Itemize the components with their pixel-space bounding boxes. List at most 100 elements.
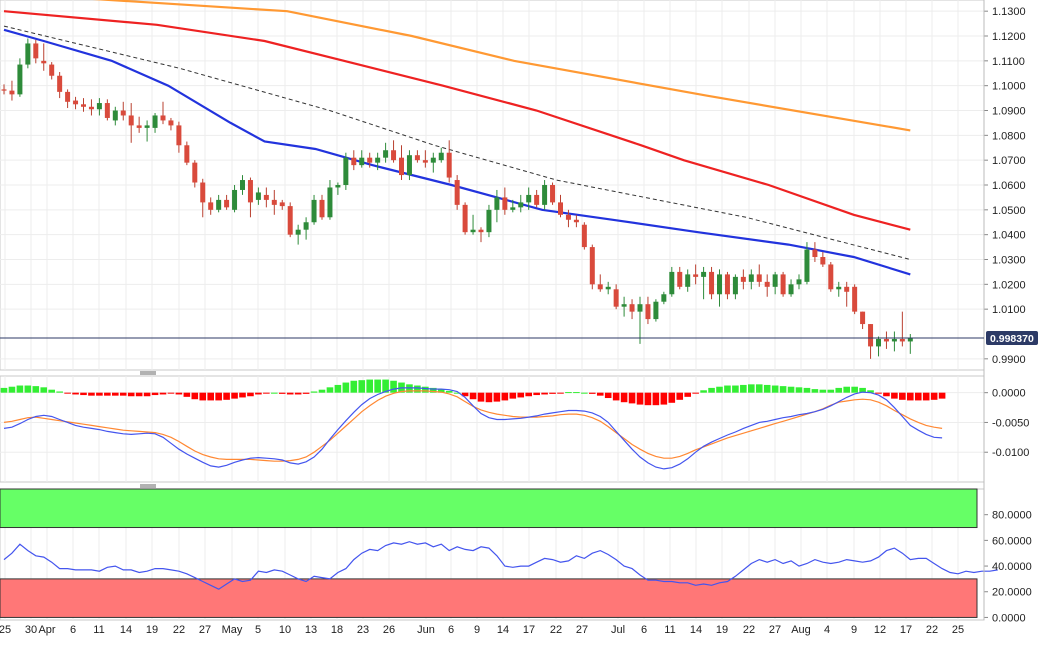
candle (383, 142, 389, 163)
macd-histogram-bar (247, 392, 254, 397)
candle (295, 224, 301, 245)
macd-histogram-bar (533, 392, 540, 396)
candle-body (693, 274, 699, 277)
candle-body (486, 209, 492, 233)
macd-histogram-bar (755, 384, 763, 393)
candle (581, 222, 587, 250)
candle-body (240, 180, 245, 190)
candle (279, 199, 285, 210)
candle-body (128, 115, 134, 126)
candle-body (462, 204, 468, 233)
macd-histogram-bar (740, 384, 747, 393)
macd-indicator (0, 379, 946, 470)
macd-histogram-bar (676, 392, 684, 400)
macd-histogram-bar (16, 385, 24, 393)
candle (550, 182, 556, 205)
macd-histogram-bar (811, 389, 819, 393)
candle (112, 106, 118, 126)
candle (120, 101, 126, 121)
macd-histogram-bar (24, 385, 32, 393)
macd-histogram-bar (207, 392, 214, 401)
y-tick-label: 1.0800 (992, 130, 1026, 142)
candle-body (732, 276, 738, 295)
candle (240, 175, 245, 195)
candle (327, 180, 333, 220)
candle-body (550, 185, 556, 203)
candle-body (534, 194, 540, 205)
candle-body (796, 279, 802, 285)
y-tick-label: 1.0200 (992, 279, 1026, 291)
macd-histogram-bar (96, 392, 103, 396)
macd-histogram-bar (469, 392, 477, 400)
candle-body (542, 185, 548, 205)
macd-histogram-bar (899, 392, 906, 400)
candle (160, 101, 166, 125)
macd-histogram-bar (914, 392, 922, 401)
candle (637, 296, 643, 344)
candle (208, 197, 214, 215)
candle-body (812, 249, 818, 258)
x-tick-label: 14 (690, 624, 702, 636)
x-tick-label: 22 (743, 624, 755, 636)
moving-average-line (3, 10, 911, 231)
candle (375, 152, 381, 171)
candle (422, 150, 428, 168)
candle-body (168, 120, 174, 126)
candle-body (216, 199, 222, 210)
candle-body (17, 64, 23, 95)
macd-histogram-bar (477, 392, 485, 402)
macd-histogram-bar (374, 379, 381, 393)
moving-average-line (92, 0, 911, 132)
candle (510, 199, 516, 213)
candle-body (65, 91, 71, 102)
candle (351, 150, 357, 171)
candle-body (208, 202, 214, 210)
y-tick-label: 0.0000 (992, 388, 1026, 400)
x-tick-label: 11 (664, 624, 675, 636)
candle (621, 296, 627, 317)
candle (661, 291, 667, 305)
x-tick-label: 6 (448, 624, 454, 636)
candle (406, 150, 412, 181)
candle-body (907, 337, 913, 342)
x-tick-label: Apr (38, 624, 55, 636)
y-tick-label: 0.0000 (992, 612, 1026, 624)
candle (128, 103, 134, 143)
x-tick-label: 9 (474, 624, 480, 636)
candle-body (446, 152, 452, 178)
y-tick-label: 1.1200 (992, 31, 1026, 43)
macd-histogram-bar (104, 392, 111, 396)
candle-body (828, 264, 834, 290)
candle-body (669, 271, 675, 295)
candle-body (764, 281, 770, 287)
candle-body (224, 199, 230, 208)
candle (9, 80, 15, 101)
x-tick-label: 26 (383, 624, 395, 636)
candle (271, 189, 277, 215)
x-tick-label: 27 (769, 624, 781, 636)
candle-body (621, 304, 627, 307)
macd-histogram-bar (922, 392, 930, 401)
macd-histogram-bar (366, 379, 373, 393)
macd-histogram-bar (787, 386, 795, 393)
y-tick-label: 1.1300 (992, 6, 1026, 18)
macd-histogram-bar (437, 389, 445, 393)
x-tick-label: 27 (199, 624, 211, 636)
candle (788, 279, 794, 297)
candle (709, 266, 715, 300)
macd-histogram-bar (771, 385, 779, 393)
x-tick-label: 27 (576, 624, 588, 636)
current-price-tag-bg (986, 331, 1038, 346)
x-tick-label: 25 (952, 624, 964, 636)
candle-body (470, 229, 476, 233)
candle (399, 145, 404, 181)
macd-histogram-bar (342, 382, 350, 393)
candle (65, 89, 71, 109)
candle-body (526, 194, 532, 203)
candle (669, 266, 675, 297)
candle-body (748, 274, 754, 282)
candle (25, 38, 31, 69)
macd-histogram-bar (318, 389, 326, 393)
candle-body (144, 125, 150, 128)
